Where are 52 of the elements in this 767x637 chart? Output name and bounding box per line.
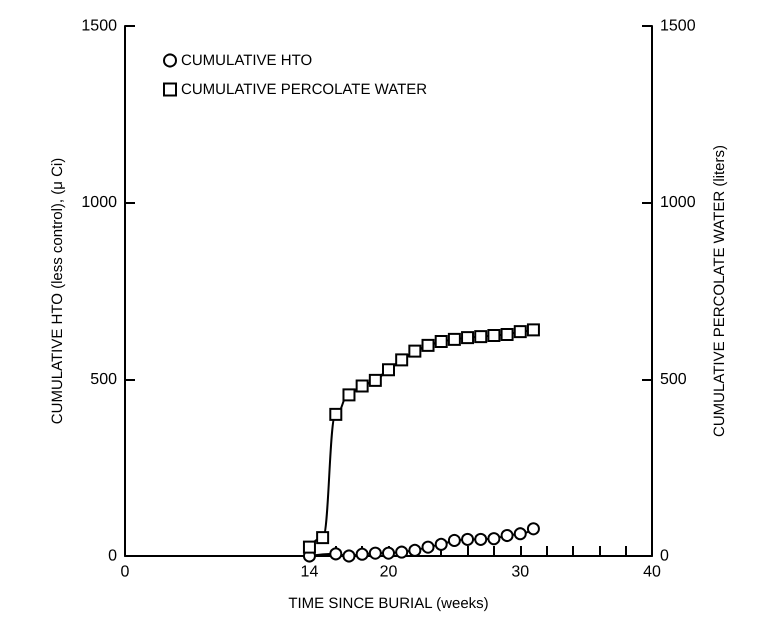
point xyxy=(461,331,474,344)
point xyxy=(487,532,500,546)
point xyxy=(382,546,395,560)
x-tick-label: 0 xyxy=(120,564,130,580)
point xyxy=(395,546,408,559)
y-tick-label: 500 xyxy=(90,370,118,388)
point xyxy=(434,538,448,551)
point xyxy=(368,374,382,387)
x-tick-label: 14 xyxy=(300,564,318,580)
point xyxy=(474,330,488,344)
point xyxy=(514,527,527,540)
point xyxy=(500,529,514,542)
point xyxy=(448,332,461,346)
point xyxy=(514,325,527,338)
y-tick-label: 0 xyxy=(108,548,118,564)
y-tick-label: 1000 xyxy=(81,194,118,212)
point xyxy=(461,532,474,546)
point xyxy=(329,547,342,560)
x-tick-label: 30 xyxy=(511,564,530,580)
x-tick-label: 20 xyxy=(380,564,398,580)
point xyxy=(500,328,514,341)
x-axis-title: TIME SINCE BURIAL (weeks) xyxy=(288,595,489,612)
point xyxy=(368,546,382,560)
point xyxy=(526,522,540,536)
y2-tick-label: 500 xyxy=(660,370,687,388)
y2-tick-label: 1500 xyxy=(660,18,696,34)
point xyxy=(329,408,342,421)
point xyxy=(422,338,435,352)
point xyxy=(382,363,395,376)
x-tick-label: 40 xyxy=(643,564,661,580)
y2-axis-title: CUMULATIVE PERCOLATE WATER (liters) xyxy=(711,145,728,437)
point xyxy=(342,388,356,402)
point xyxy=(356,380,369,393)
point xyxy=(474,532,488,546)
point xyxy=(422,540,435,554)
point xyxy=(342,550,356,562)
point xyxy=(487,329,500,342)
legend-label: CUMULATIVE PERCOLATE WATER xyxy=(181,81,428,98)
y-tick-label: 1500 xyxy=(81,18,118,34)
point xyxy=(356,548,369,561)
point xyxy=(434,335,448,348)
point xyxy=(526,323,540,336)
point xyxy=(448,534,461,547)
y2-tick-label: 1000 xyxy=(660,194,696,212)
point xyxy=(302,540,316,554)
y-axis-title: CUMULATIVE HTO (less control), (μ Ci) xyxy=(49,158,66,424)
point xyxy=(316,531,330,544)
point xyxy=(408,344,422,358)
point xyxy=(395,353,408,366)
legend-label: CUMULATIVE HTO xyxy=(181,52,312,69)
y2-tick-label: 0 xyxy=(660,548,669,564)
point xyxy=(408,544,422,557)
